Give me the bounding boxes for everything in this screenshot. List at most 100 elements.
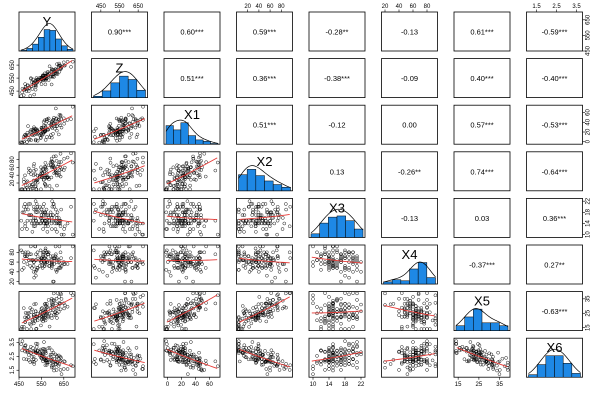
- data-point: [62, 60, 66, 65]
- data-point: [52, 256, 56, 260]
- panel-frame: [381, 58, 438, 98]
- variable-name-x6: X6: [547, 340, 563, 355]
- data-point: [135, 171, 140, 175]
- data-point: [186, 264, 190, 268]
- data-point: [43, 256, 47, 260]
- data-point: [284, 268, 288, 272]
- data-point: [38, 136, 43, 140]
- data-point: [196, 160, 201, 164]
- data-point: [265, 372, 270, 376]
- data-point: [124, 163, 128, 168]
- data-point: [33, 270, 38, 274]
- data-point: [175, 354, 179, 358]
- data-point: [55, 316, 59, 320]
- data-point: [343, 256, 347, 260]
- data-point: [256, 256, 260, 260]
- data-point: [29, 218, 33, 223]
- data-point: [141, 293, 145, 298]
- data-point: [49, 82, 54, 87]
- data-point: [335, 266, 339, 270]
- data-point: [248, 311, 252, 316]
- fit-line: [94, 302, 145, 322]
- scatter-points: [19, 339, 75, 376]
- data-point: [347, 252, 351, 256]
- data-point: [433, 352, 438, 357]
- data-point: [186, 297, 190, 301]
- data-point: [28, 264, 32, 268]
- data-point: [256, 302, 261, 306]
- data-point: [34, 273, 38, 278]
- data-point: [347, 266, 351, 270]
- histogram-bar: [545, 355, 555, 378]
- data-point: [397, 368, 401, 372]
- data-point: [135, 306, 140, 311]
- data-point: [327, 268, 331, 272]
- panel-frame: [236, 58, 293, 98]
- data-point: [108, 216, 113, 220]
- data-point: [250, 354, 254, 359]
- data-point: [188, 250, 192, 255]
- data-point: [197, 356, 202, 361]
- data-point: [110, 252, 114, 256]
- data-point: [37, 133, 42, 137]
- panel-x1-x4: 0.00: [381, 104, 438, 145]
- data-point: [237, 260, 241, 264]
- data-point: [249, 202, 253, 206]
- data-point: [19, 218, 23, 223]
- data-point: [141, 305, 145, 309]
- data-point: [259, 313, 264, 317]
- data-point: [271, 256, 275, 260]
- data-point: [69, 291, 73, 295]
- y-tick-label: 650: [10, 59, 16, 70]
- data-point: [198, 154, 202, 158]
- data-point: [355, 291, 359, 296]
- data-point: [107, 309, 111, 313]
- data-point: [183, 167, 187, 171]
- data-point: [107, 179, 111, 184]
- data-point: [46, 252, 50, 256]
- data-point: [129, 173, 134, 178]
- data-point: [191, 291, 195, 296]
- data-point: [127, 205, 132, 209]
- data-point: [35, 250, 40, 255]
- data-point: [165, 327, 169, 331]
- data-point: [32, 92, 36, 97]
- data-point: [57, 117, 61, 122]
- data-point: [109, 349, 113, 354]
- data-point: [256, 250, 261, 255]
- data-point: [35, 254, 40, 258]
- data-point: [54, 301, 58, 306]
- data-point: [331, 358, 335, 363]
- histogram-bar: [38, 37, 45, 52]
- data-point: [203, 174, 208, 179]
- data-point: [32, 126, 36, 131]
- data-point: [32, 125, 36, 129]
- correlation-value: -0.59***: [542, 28, 568, 37]
- data-point: [107, 245, 112, 249]
- data-point: [50, 348, 54, 353]
- data-point: [414, 350, 418, 354]
- data-point: [54, 252, 58, 256]
- data-point: [62, 168, 66, 172]
- data-point: [116, 177, 120, 182]
- data-point: [131, 152, 135, 156]
- data-point: [126, 313, 131, 318]
- data-point: [32, 362, 36, 366]
- data-point: [191, 279, 195, 284]
- data-point: [53, 124, 58, 128]
- data-point: [59, 256, 63, 260]
- histogram-bar: [426, 277, 436, 285]
- data-point: [327, 320, 331, 324]
- data-point: [164, 227, 168, 231]
- data-point: [166, 325, 170, 329]
- data-point: [123, 154, 127, 159]
- data-point: [134, 264, 139, 268]
- data-point: [43, 161, 48, 165]
- variable-name-x5: X5: [474, 294, 490, 309]
- data-point: [351, 363, 355, 367]
- data-point: [339, 256, 343, 260]
- data-point: [198, 291, 202, 295]
- data-point: [119, 368, 124, 373]
- panel-z-x3: -0.38***: [308, 58, 366, 98]
- data-point: [284, 305, 288, 310]
